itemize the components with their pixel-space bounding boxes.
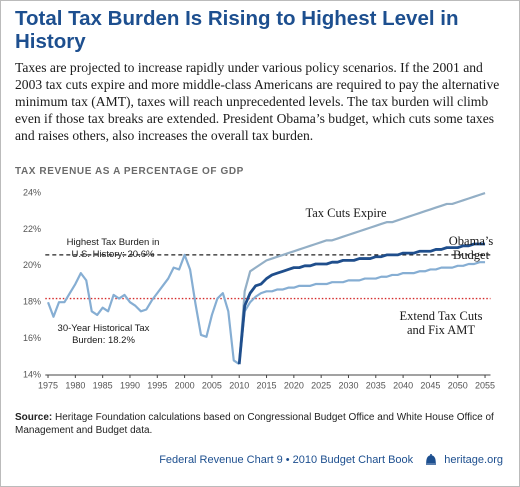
series-label: Tax Cuts Expire [305,206,387,220]
x-tick-label: 2000 [175,380,195,390]
x-tick-label: 1995 [147,380,167,390]
description: Taxes are projected to increase rapidly … [15,60,500,143]
source: Source: Heritage Foundation calculations… [15,411,510,437]
x-tick-label: 2035 [366,380,386,390]
chart: 14% 16% 18% 20% 22% 24% 1975 1980 1985 1990 1995 20… [23,187,495,390]
title: Total Tax Burden Is Rising to Highest Le… [15,7,459,53]
x-tick-label: 1975 [38,380,58,390]
x-tick-label: 2040 [393,380,413,390]
x-tick-label: 1980 [65,380,85,390]
x-tick-label: 2055 [475,380,495,390]
series-line [238,191,486,365]
x-tick-label: 2030 [338,380,358,390]
x-tick-label: 2050 [448,380,468,390]
x-tick-label: 1990 [120,380,140,390]
footer-text: Federal Revenue Chart 9 • 2010 Budget Ch… [159,454,414,466]
series-line [47,253,240,365]
series-line [237,242,486,365]
bell-icon [426,454,437,465]
y-tick-label: 18% [23,297,41,307]
chart-subtitle: TAX REVENUE AS A PERCENTAGE OF GDP [15,166,244,177]
reference-label: Highest Tax Burden in U.S. History: 20.6… [66,237,160,260]
source-text: Heritage Foundation calculations based o… [15,412,494,436]
series-line [238,261,486,365]
reference-label: 30-Year Historical Tax Burden: 18.2% [57,323,150,346]
x-tick-label: 2045 [420,380,440,390]
y-tick-label: 20% [23,260,41,270]
source-label: Source: [15,412,53,423]
x-tick-label: 2015 [257,380,277,390]
y-tick-label: 22% [23,224,41,234]
y-tick-label: 14% [23,369,41,379]
x-tick-label: 2010 [229,380,249,390]
x-tick-label: 1985 [93,380,113,390]
x-tick-label: 2025 [311,380,331,390]
series-label: Extend Tax Cuts and Fix AMT [399,309,483,337]
footer-site: heritage.org [444,454,503,466]
y-tick-label: 16% [23,333,41,343]
series-label: Obama’s Budget [448,234,494,262]
footer: Federal Revenue Chart 9 • 2010 Budget Ch… [159,453,503,466]
y-tick-label: 24% [23,187,41,197]
x-tick-label: 2020 [284,380,304,390]
x-tick-label: 2005 [202,380,222,390]
